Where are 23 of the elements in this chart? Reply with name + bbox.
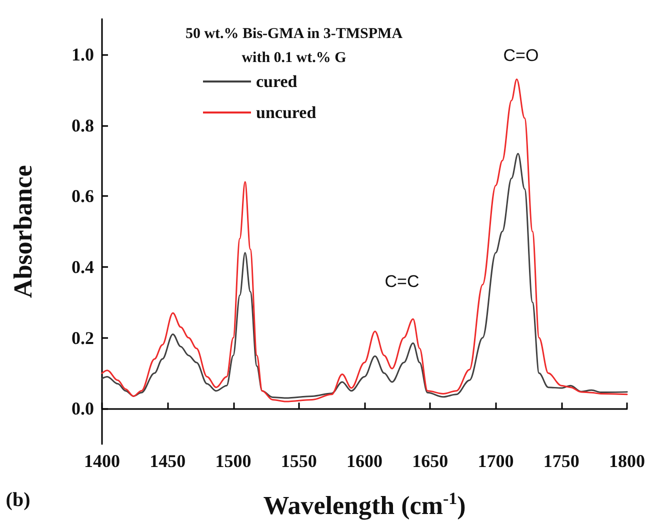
legend-label: cured [256,72,298,91]
annotation: C=O [503,46,539,65]
y-tick-label: 0.2 [72,328,94,348]
line-series [101,152,628,399]
x-tick-label: 1600 [346,451,382,471]
y-axis-title: Absorbance [8,165,38,298]
text: (b) [6,489,30,511]
x-tick-label: 1550 [280,451,317,471]
y-tick-label: 0.8 [72,115,94,136]
x-tick-label: 1400 [84,451,120,471]
x-tick-label: 1750 [543,451,580,471]
y-tick-label: 0.6 [72,186,94,206]
legend-title: 50 wt.% Bis-GMA in 3-TMSPMA with 0.1 wt.% G [185,26,403,66]
x-tick-label: 1650 [412,451,448,471]
annotation: C=C [384,272,420,291]
x-tick-label: 1700 [478,451,514,471]
y-tick-label: 1.0 [72,44,94,64]
x-tick-label: 1450 [150,451,186,471]
y-tick-label: 0.4 [72,256,94,277]
legend-label: uncured [256,103,317,122]
x-tick-label: 1800 [609,451,645,471]
y-tick-label: 0.0 [72,398,94,419]
x-tick-label: 1500 [215,451,252,471]
